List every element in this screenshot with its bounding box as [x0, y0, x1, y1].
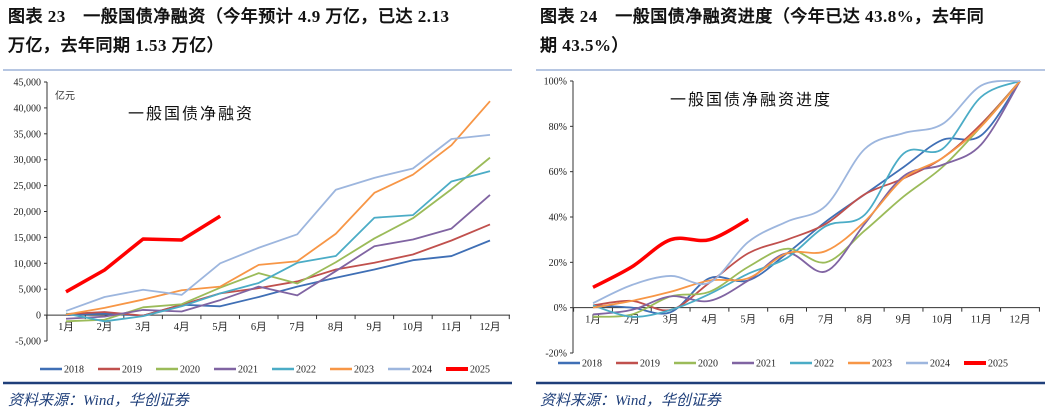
left-series-2023: [65, 100, 491, 316]
left-legend-label-2023: 2023: [354, 365, 374, 376]
right-y-tick-label: 80%: [549, 122, 567, 133]
left-x-tick-label: 2月: [97, 321, 113, 333]
right-chart-title: 一般国债净融资进度: [670, 91, 832, 109]
right-x-tick-label: 10月: [932, 314, 953, 326]
right-title-line1: 图表 24 一般国债净融资进度（今年已达 43.8%，去年同: [540, 7, 985, 26]
left-legend-label-2018: 2018: [64, 365, 84, 376]
right-x-tick-label: 4月: [702, 314, 718, 326]
left-x-tick-label: 11月: [441, 321, 462, 333]
right-legend-label-2019: 2019: [640, 359, 660, 370]
right-x-tick-label: 1月: [585, 314, 601, 326]
left-x-tick-label: 1月: [58, 321, 74, 333]
left-x-tick-label: 12月: [480, 321, 501, 333]
left-x-tick-label: 3月: [135, 321, 151, 333]
right-source: 资料来源：Wind，华创证券: [540, 393, 721, 409]
right-series-2019: [592, 80, 1021, 312]
right-series-2020: [592, 80, 1021, 318]
right-legend-label-2022: 2022: [814, 359, 834, 370]
left-x-tick-label: 8月: [328, 321, 344, 333]
left-legend-label-2024: 2024: [412, 365, 432, 376]
right-title-line2: 期 43.5%）: [540, 36, 629, 55]
right-legend-label-2021: 2021: [756, 359, 776, 370]
right-y-tick-label: 40%: [549, 213, 567, 224]
right-y-tick-label: -20%: [545, 349, 567, 360]
right-y-tick-label: 100%: [544, 77, 567, 88]
right-series-2022: [592, 80, 1021, 318]
left-y-tick-label: 0: [36, 311, 41, 322]
left-y-tick-label: 10,000: [14, 259, 42, 270]
left-series-2022: [65, 170, 491, 323]
left-y-tick-label: 20,000: [14, 207, 42, 218]
left-legend-label-2019: 2019: [122, 365, 142, 376]
right-y-tick-label: 60%: [549, 167, 567, 178]
right-x-tick-label: 3月: [663, 314, 679, 326]
left-y-tick-label: 15,000: [14, 233, 42, 244]
right-x-tick-label: 12月: [1010, 314, 1031, 326]
left-y-tick-label: 35,000: [14, 129, 42, 140]
right-series-2018: [592, 80, 1021, 315]
right-series-2025: [592, 217, 750, 289]
right-legend-label-2023: 2023: [872, 359, 892, 370]
right-series-2023: [592, 80, 1021, 309]
left-y-tick-label: 25,000: [14, 181, 42, 192]
left-y-unit: 亿元: [55, 89, 75, 102]
right-legend-label-2018: 2018: [582, 359, 602, 370]
left-legend-label-2021: 2021: [238, 365, 258, 376]
right-x-tick-label: 11月: [971, 314, 992, 326]
right-x-tick-label: 5月: [740, 314, 756, 326]
right-x-tick-label: 7月: [818, 314, 834, 326]
left-y-tick-label: -5,000: [15, 337, 41, 348]
right-x-tick-label: 9月: [896, 314, 912, 326]
left-title-line2: 万亿，去年同期 1.53 万亿）: [8, 36, 225, 55]
left-y-tick-label: 5,000: [19, 285, 42, 296]
left-x-tick-label: 7月: [289, 321, 305, 333]
left-x-tick-label: 6月: [251, 321, 267, 333]
right-series-2021: [592, 80, 1021, 316]
right-y-tick-label: 0%: [554, 303, 567, 314]
right-series-2024: [592, 79, 1021, 304]
left-series-2020: [65, 156, 491, 323]
left-series-2019: [65, 223, 491, 317]
left-x-tick-label: 5月: [212, 321, 228, 333]
left-series-2025: [65, 214, 222, 294]
left-series-2021: [65, 194, 491, 320]
left-legend-label-2022: 2022: [296, 365, 316, 376]
right-legend-label-2025: 2025: [988, 359, 1008, 370]
right-legend-label-2020: 2020: [698, 359, 718, 370]
left-y-tick-label: 45,000: [14, 78, 42, 89]
left-legend-label-2020: 2020: [180, 365, 200, 376]
left-y-tick-label: 30,000: [14, 155, 42, 166]
right-x-tick-label: 8月: [857, 314, 873, 326]
left-y-tick-label: 40,000: [14, 103, 42, 114]
right-y-tick-label: 20%: [549, 258, 567, 269]
left-x-tick-label: 4月: [174, 321, 190, 333]
left-chart-title: 一般国债净融资: [128, 105, 254, 123]
right-legend-label-2024: 2024: [930, 359, 950, 370]
left-legend-label-2025: 2025: [470, 365, 490, 376]
left-title-line1: 图表 23 一般国债净融资（今年预计 4.9 万亿，已达 2.13: [8, 7, 450, 26]
right-x-tick-label: 6月: [779, 314, 795, 326]
left-source: 资料来源：Wind，华创证券: [8, 393, 189, 409]
left-series-2024: [65, 133, 491, 312]
left-x-tick-label: 10月: [402, 321, 423, 333]
left-x-tick-label: 9月: [366, 321, 382, 333]
